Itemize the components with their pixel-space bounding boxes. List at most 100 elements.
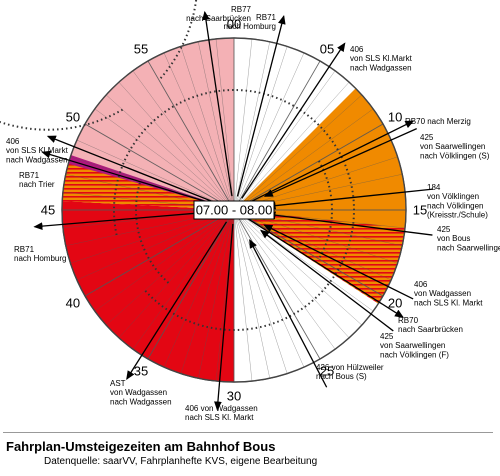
connection-label-line: 184	[427, 183, 441, 192]
center-label: 07.00 - 08.00	[196, 203, 273, 218]
connection-label-line: RB70 nach Merzig	[405, 117, 471, 126]
connection-label-line: von Völklingen	[427, 192, 479, 201]
connection-label: RB71 nach Trier	[19, 171, 55, 189]
caption-divider	[3, 432, 493, 433]
minute-spoke	[76, 139, 235, 211]
connection-label: 425 von Saarwellingen nach Völklingen (S)	[420, 133, 490, 160]
connection-label: RB71 nach Homburg	[224, 13, 277, 31]
minute-spoke	[233, 70, 336, 211]
connection-label: RB70 nach Merzig	[405, 117, 471, 126]
minute-label: 40	[66, 296, 80, 311]
caption: Fahrplan-Umsteigezeiten am Bahnhof Bous …	[6, 439, 494, 467]
connection-label: 406 von Wadgassen nach SLS Kl. Markt	[414, 280, 483, 307]
minute-spoke	[106, 94, 235, 211]
connection-arrow	[246, 120, 415, 205]
minute-label: 35	[134, 364, 148, 379]
connection-arrow	[260, 229, 394, 332]
connection-label-line: von Wadgassen	[110, 388, 167, 397]
connection-arrow	[126, 221, 228, 380]
connection-label-line: von Saarwellingen	[380, 341, 445, 350]
minute-spoke	[84, 209, 235, 297]
minute-spoke	[118, 82, 235, 211]
minute-spoke	[233, 209, 321, 360]
connection-arrow	[266, 188, 433, 210]
minute-spoke	[233, 41, 271, 211]
minute-spoke	[118, 209, 235, 338]
minute-spoke	[233, 52, 305, 211]
minute-label: 55	[134, 41, 148, 56]
caption-source: Datenquelle: saarVV, Fahrplanhefte KVS, …	[44, 456, 318, 467]
connection-label-line: nach Bous (S)	[316, 372, 367, 381]
minute-spoke	[233, 60, 321, 211]
connection-label-line: nach SLS Kl. Markt	[185, 413, 254, 422]
minute-spoke	[197, 209, 235, 379]
minute-spoke	[180, 209, 235, 374]
connection-label-line: (Kreisstr./Schule)	[427, 211, 488, 220]
connection-arrow	[41, 150, 221, 207]
connection-label-line: RB70	[398, 316, 419, 325]
minute-spoke	[197, 41, 235, 211]
minute-spoke	[233, 209, 253, 382]
minute-spoke	[94, 108, 235, 211]
connection-label: 406 von Wadgassen nach SLS Kl. Markt	[185, 404, 258, 422]
connection-label-line: nach Völklingen (F)	[380, 350, 449, 359]
minute-spoke	[147, 209, 235, 360]
connection-arrow	[266, 211, 433, 236]
dotted-rings	[0, 0, 355, 331]
minute-label: 30	[227, 389, 241, 404]
connection-label-line: 406	[414, 280, 428, 289]
minute-spoke	[132, 70, 235, 211]
connection-label: RB70 nach Saarbrücken	[398, 316, 463, 334]
connection-arrow	[263, 224, 414, 300]
time-sector	[61, 200, 234, 382]
minute-spoke	[132, 209, 235, 350]
minute-spoke	[180, 46, 235, 211]
minute-spoke	[233, 209, 392, 281]
connection-label-line: nach Saarbrücken	[398, 325, 463, 334]
connection-label-line: nach Homburg	[224, 22, 276, 31]
connection-label-line: nach Trier	[19, 180, 55, 189]
connection-label: 426 von Hülzweiler nach Bous (S)	[316, 363, 384, 381]
connection-arrow	[245, 216, 404, 318]
time-sector	[234, 210, 383, 382]
center-label-box	[193, 200, 275, 220]
connection-label-line: 425	[437, 225, 451, 234]
connection-label-line: 406 von Wadgassen	[185, 404, 258, 413]
minute-spoke	[233, 209, 374, 312]
minute-spoke	[163, 209, 235, 368]
connection-arrow	[214, 223, 234, 411]
connection-label-line: von Bous	[437, 234, 470, 243]
minute-label: 45	[41, 203, 55, 218]
minute-spoke	[233, 209, 336, 350]
minute-spoke	[233, 82, 350, 211]
connection-label-line: RB77	[231, 5, 252, 14]
minute-spoke	[233, 38, 253, 211]
minute-label: 25	[320, 364, 334, 379]
minute-labels: 00 05 10 15 20 25 30 35 40 45 50 55	[41, 17, 427, 404]
minute-spoke	[84, 123, 235, 211]
connection-label: 425 von Bous nach Saarwellingen	[437, 225, 500, 252]
connection-label: 425 von Saarwellingen nach Völklingen (F)	[380, 332, 449, 359]
minute-spoke	[233, 209, 362, 326]
connection-label: RB71 nach Homburg	[14, 245, 66, 263]
minute-label: 00	[227, 17, 241, 32]
minute-spoke	[233, 209, 271, 379]
connection-label-line: nach Wadgassen	[110, 397, 172, 406]
connection-arrow	[263, 128, 417, 197]
connection-label: 406 von SLS Kl.Markt nach Wadgassen	[350, 45, 413, 72]
connection-label-line: nach SLS Kl. Markt	[414, 298, 483, 307]
minute-label: 20	[388, 296, 402, 311]
connection-label-line: nach Völklingen	[427, 201, 483, 210]
connection-label-line: von Saarwellingen	[420, 142, 485, 151]
dotted-ring	[135, 179, 170, 284]
connection-label-line: AST	[110, 379, 126, 388]
connection-label: RB77 nach Saarbrücken	[186, 5, 251, 23]
time-sector	[234, 38, 356, 210]
connection-arrow	[236, 15, 286, 197]
connection-label-line: 425	[420, 133, 434, 142]
connection-label: 184 von Völklingen nach Völklingen (Kreisst…	[427, 183, 488, 220]
connection-label-line: 406	[350, 45, 364, 54]
minute-spoke	[233, 108, 374, 211]
